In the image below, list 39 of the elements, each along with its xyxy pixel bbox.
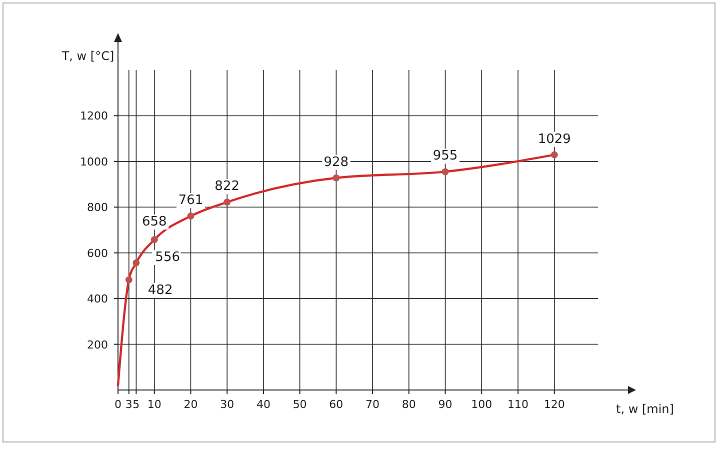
y-tick-label: 400 [87, 292, 108, 306]
data-label: 928 [324, 154, 349, 170]
x-tick-label: 10 [147, 398, 162, 411]
x-tick-label: 70 [366, 398, 380, 411]
x-tick-label: 40 [256, 398, 270, 411]
point [125, 276, 132, 284]
x-tick-label: 20 [184, 398, 198, 411]
data-label: 1029 [538, 132, 571, 147]
point [332, 174, 340, 182]
x-tick-label: 80 [402, 398, 416, 411]
point [442, 168, 449, 176]
point [224, 198, 231, 206]
data-label: 761 [178, 193, 204, 208]
x-tick-label: 30 [220, 398, 234, 411]
x-tick-label: 0 [114, 398, 122, 411]
x-tick-label: 5 [132, 398, 140, 411]
point [132, 259, 140, 266]
y-tick-label: 1000 [80, 155, 108, 168]
data-label: 658 [142, 214, 167, 230]
data-label: 482 [148, 282, 173, 298]
y-tick-label: 1200 [80, 110, 108, 123]
point [550, 151, 558, 158]
x-tick-label: 110 [508, 398, 528, 411]
y-tick-label: 600 [87, 246, 108, 260]
x-tick-label: 3 [125, 398, 132, 411]
y-tick-label: 800 [87, 201, 108, 214]
point [150, 236, 158, 244]
x-tick-label: 120 [544, 398, 565, 411]
data-label: 822 [214, 179, 240, 194]
data-label: 556 [155, 250, 180, 265]
x-tick-label: 60 [329, 398, 344, 411]
x-axis-title: t, w [min] [616, 402, 674, 416]
x-tick-label: 50 [292, 398, 307, 411]
point [187, 212, 194, 220]
y-axis-title: T, w [°C] [60, 49, 114, 63]
y-tick-label: 200 [87, 338, 108, 352]
x-tick-label: 100 [471, 398, 492, 411]
data-label: 955 [432, 148, 458, 164]
x-tick-label: 90 [438, 398, 452, 411]
